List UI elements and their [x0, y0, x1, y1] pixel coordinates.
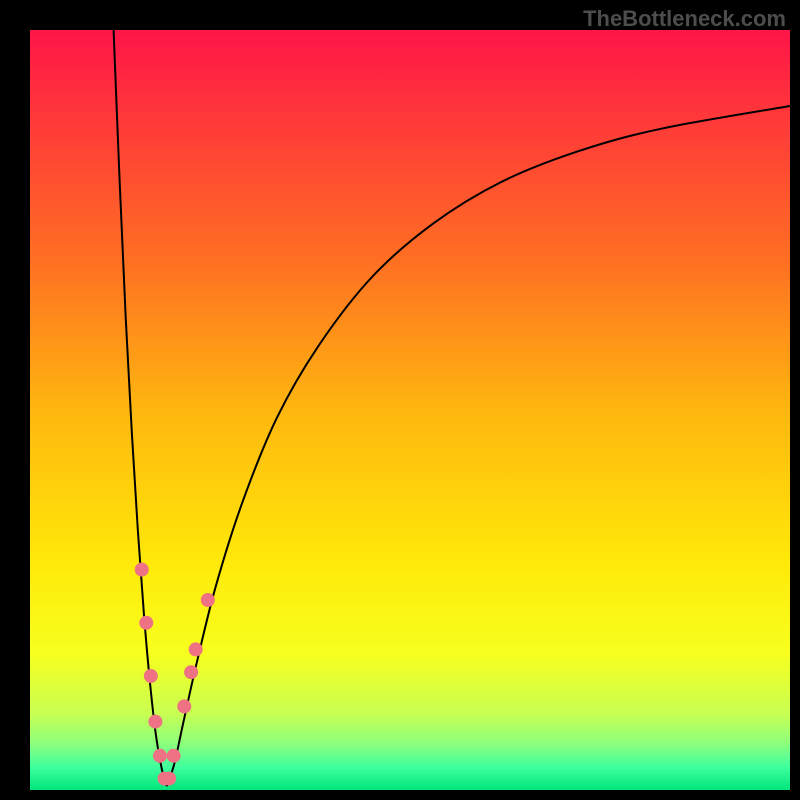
watermark-text: TheBottleneck.com	[583, 6, 786, 32]
marker-point	[153, 749, 167, 763]
curve-left	[114, 30, 167, 786]
marker-point	[184, 665, 198, 679]
marker-point	[148, 715, 162, 729]
chart-stage: TheBottleneck.com	[0, 0, 800, 800]
curve-right	[167, 106, 790, 786]
marker-point	[177, 699, 191, 713]
marker-point	[139, 616, 153, 630]
plot-area	[30, 30, 790, 790]
curves-layer	[30, 30, 790, 790]
marker-point	[201, 593, 215, 607]
marker-point	[144, 669, 158, 683]
marker-point	[162, 772, 176, 786]
marker-point	[135, 563, 149, 577]
marker-point	[167, 749, 181, 763]
marker-point	[189, 642, 203, 656]
